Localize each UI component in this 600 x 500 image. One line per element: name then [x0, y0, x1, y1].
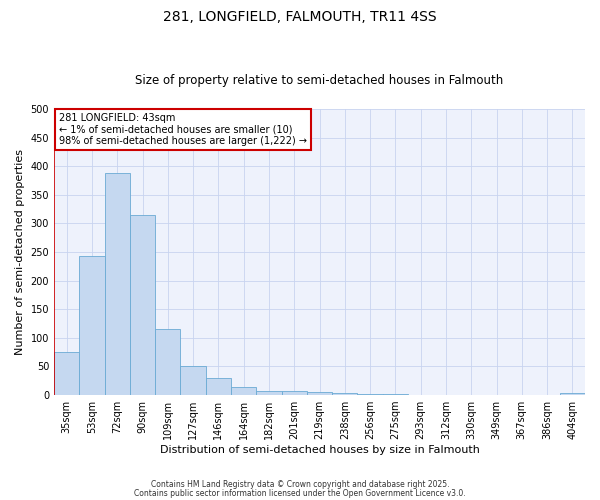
Bar — [408, 394, 433, 395]
Bar — [535, 394, 560, 395]
Bar — [560, 393, 585, 395]
Title: Size of property relative to semi-detached houses in Falmouth: Size of property relative to semi-detach… — [136, 74, 503, 87]
Bar — [256, 391, 281, 395]
Text: Contains public sector information licensed under the Open Government Licence v3: Contains public sector information licen… — [134, 488, 466, 498]
Bar — [231, 386, 256, 395]
Bar — [358, 394, 383, 395]
Bar — [332, 394, 358, 395]
Bar — [181, 366, 206, 395]
X-axis label: Distribution of semi-detached houses by size in Falmouth: Distribution of semi-detached houses by … — [160, 445, 479, 455]
Bar — [79, 256, 104, 395]
Bar — [433, 394, 458, 395]
Bar — [54, 352, 79, 395]
Text: 281 LONGFIELD: 43sqm
← 1% of semi-detached houses are smaller (10)
98% of semi-d: 281 LONGFIELD: 43sqm ← 1% of semi-detach… — [59, 114, 307, 146]
Bar — [155, 330, 181, 395]
Text: Contains HM Land Registry data © Crown copyright and database right 2025.: Contains HM Land Registry data © Crown c… — [151, 480, 449, 489]
Bar — [130, 215, 155, 395]
Bar — [206, 378, 231, 395]
Bar — [104, 173, 130, 395]
Text: 281, LONGFIELD, FALMOUTH, TR11 4SS: 281, LONGFIELD, FALMOUTH, TR11 4SS — [163, 10, 437, 24]
Bar — [281, 391, 307, 395]
Bar — [383, 394, 408, 395]
Bar — [458, 394, 484, 395]
Y-axis label: Number of semi-detached properties: Number of semi-detached properties — [15, 149, 25, 355]
Bar — [307, 392, 332, 395]
